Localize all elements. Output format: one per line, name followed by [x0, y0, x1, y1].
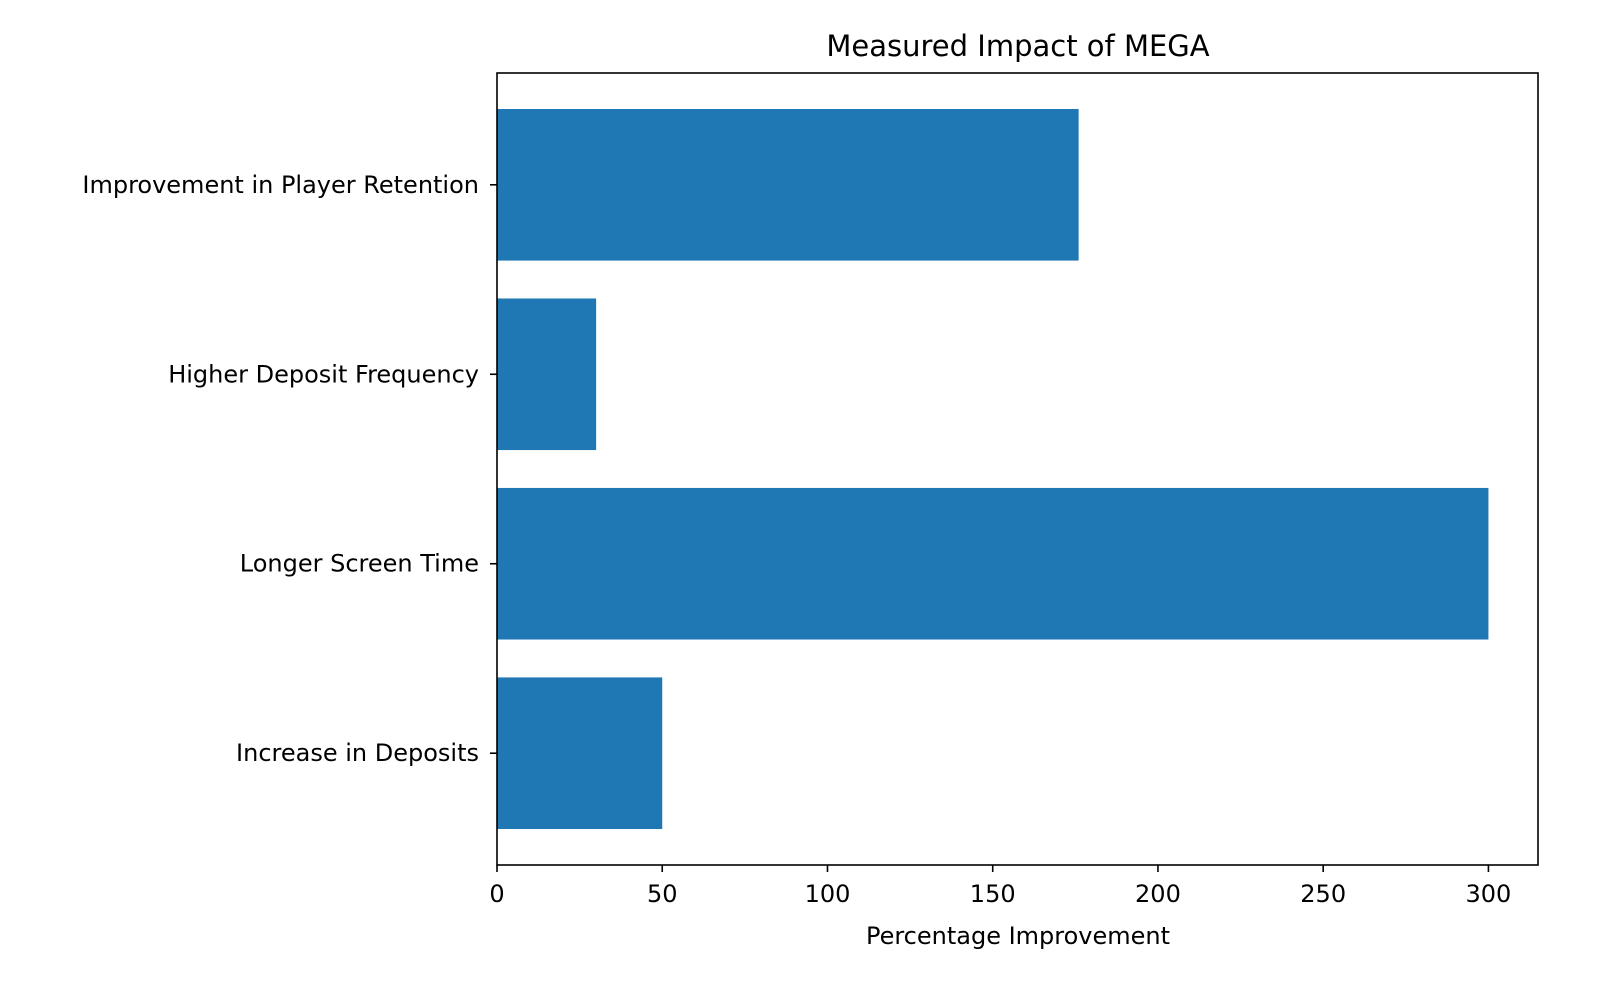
x-tick-label: 0: [489, 880, 504, 908]
x-tick-label: 50: [647, 880, 678, 908]
chart-title: Measured Impact of MEGA: [826, 29, 1209, 63]
plot-frame: [496, 72, 1539, 866]
bar: [497, 298, 597, 451]
bar: [497, 677, 663, 829]
x-tick-label: 200: [1135, 880, 1181, 908]
bar: [497, 109, 1079, 261]
y-tick-label: Higher Deposit Frequency: [168, 360, 479, 388]
x-axis-label: Percentage Improvement: [866, 922, 1170, 950]
x-tick-label: 150: [970, 880, 1016, 908]
y-tick-label: Longer Screen Time: [240, 550, 479, 578]
y-tick-label: Increase in Deposits: [236, 739, 479, 767]
x-tick-label: 100: [805, 880, 851, 908]
bar: [497, 487, 1489, 640]
x-tick-label: 300: [1466, 880, 1512, 908]
x-tick-label: 250: [1300, 880, 1346, 908]
y-tick-label: Improvement in Player Retention: [82, 171, 479, 199]
